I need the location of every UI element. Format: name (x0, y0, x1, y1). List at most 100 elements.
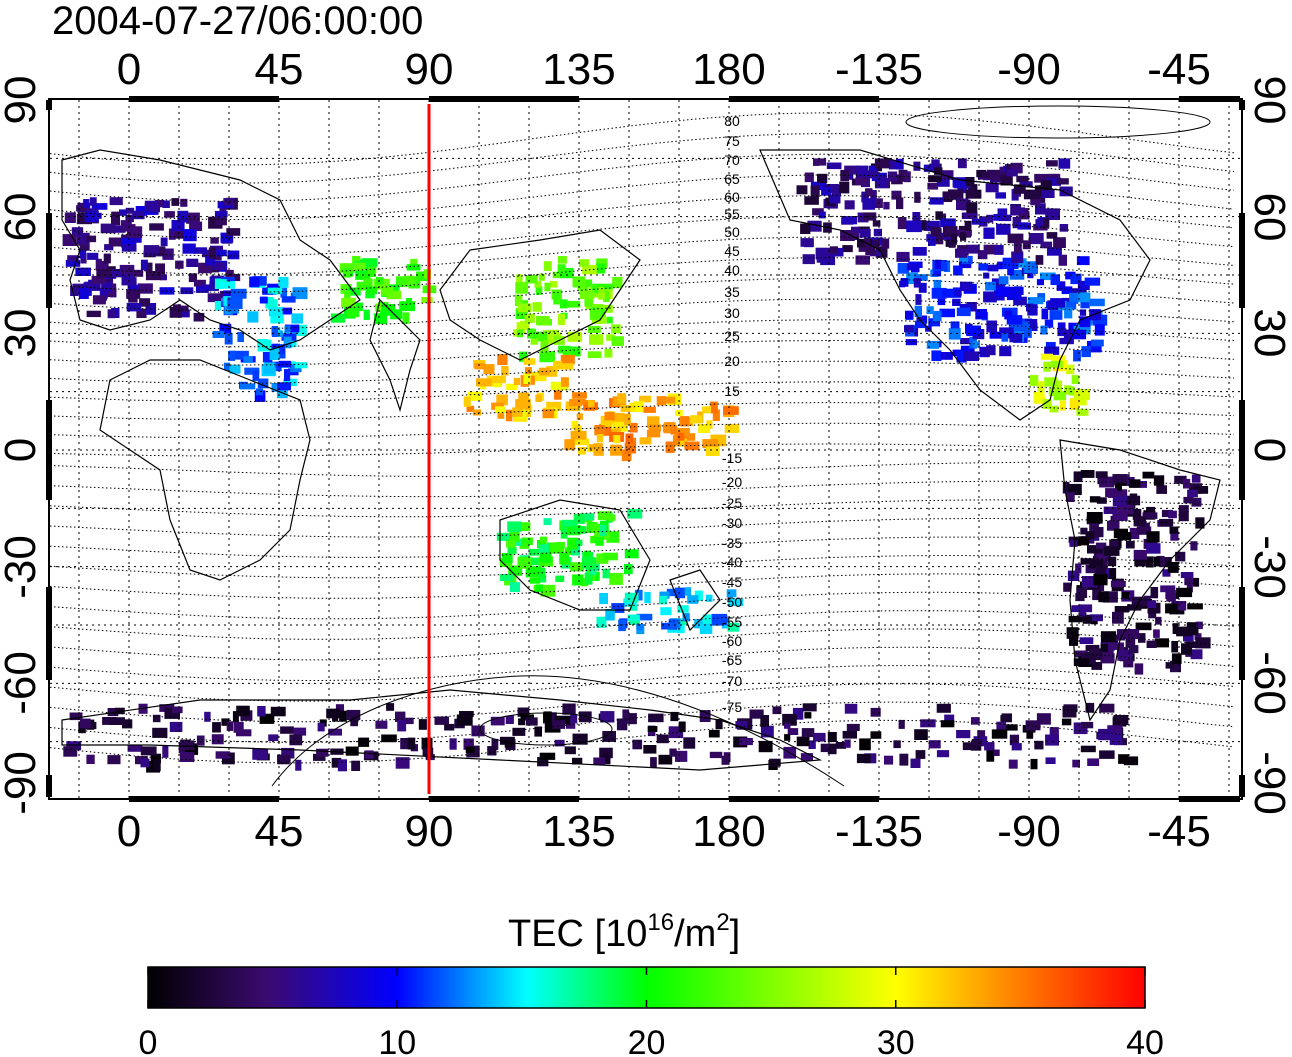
tec-cell (933, 266, 942, 277)
tec-cell (680, 416, 690, 427)
tec-cell (1100, 643, 1109, 652)
tec-cell (1087, 758, 1100, 766)
tec-cell (914, 729, 928, 740)
tec-cell (1066, 492, 1075, 502)
contour-label: 25 (724, 328, 740, 344)
tec-cell (991, 278, 1005, 289)
tec-cell (119, 209, 127, 216)
left-latitude-ticks: 90 60 30 0 -30 -60 -90 (0, 76, 45, 815)
longitude-tick-label: 90 (405, 807, 454, 856)
tec-cell (702, 614, 715, 626)
tec-cell (543, 711, 552, 722)
longitude-tick-label: -135 (835, 45, 923, 94)
tec-cell (584, 573, 593, 585)
tec-cell (951, 233, 958, 245)
tec-cell (337, 759, 347, 772)
tec-cell (606, 316, 613, 324)
contour-label: 35 (724, 284, 740, 300)
tec-cell (1135, 622, 1152, 631)
tec-cell (539, 536, 548, 543)
longitude-tick-label: 135 (542, 807, 615, 856)
tec-cell (792, 707, 804, 720)
tec-cell (536, 315, 550, 325)
tec-cell (196, 735, 205, 746)
tec-cell (1076, 323, 1091, 335)
tec-cell (998, 276, 1009, 285)
tec-cell (564, 547, 577, 555)
tec-cell (1092, 588, 1102, 601)
tec-cell (855, 255, 870, 265)
tec-cell (577, 446, 587, 455)
tec-cell (363, 278, 373, 291)
tec-cell (932, 310, 942, 322)
tec-cell (665, 441, 675, 453)
tec-cell (518, 351, 528, 362)
tec-cell (1041, 308, 1049, 320)
tec-cell (817, 173, 828, 183)
tec-cell (1140, 481, 1147, 488)
tec-cell (973, 341, 980, 348)
tec-cell (1007, 233, 1024, 244)
tec-cell (366, 286, 378, 295)
tec-cell (1012, 217, 1022, 229)
contour-label: -55 (722, 614, 742, 630)
tec-cell (634, 589, 643, 601)
magnetic-contour (49, 298, 1235, 330)
tec-cell (942, 191, 953, 202)
tec-cell (1093, 573, 1108, 586)
tec-cell (1018, 211, 1030, 220)
tec-cell (1026, 303, 1034, 312)
tec-cell (1080, 745, 1096, 753)
tec-cell (416, 271, 428, 282)
tec-cell (1134, 559, 1146, 567)
tec-cell (449, 738, 457, 750)
tec-cell (515, 399, 531, 410)
tec-cell (509, 531, 520, 542)
tec-cell (893, 740, 901, 749)
tec-cell (552, 271, 561, 279)
magnetic-contour (49, 402, 1235, 421)
tec-cell (1174, 475, 1187, 484)
tec-cell (628, 618, 641, 625)
tec-cell (164, 211, 175, 218)
latitude-tick-label: 0 (0, 438, 45, 462)
tec-cell (524, 557, 541, 566)
tec-cell (1166, 590, 1176, 602)
tec-cell (872, 239, 879, 249)
tec-cell (898, 169, 908, 182)
tec-cell (1123, 629, 1140, 640)
tec-cell (149, 223, 164, 231)
tec-cell (1146, 531, 1160, 543)
tec-cell (810, 185, 820, 197)
tec-cell (862, 198, 876, 210)
tec-cell (271, 326, 278, 337)
tec-cell (929, 197, 944, 205)
tec-cell (1028, 233, 1044, 245)
tec-cell (471, 725, 485, 737)
tec-cell (1091, 339, 1104, 347)
tec-cell (95, 258, 102, 271)
tec-cell (983, 227, 995, 239)
tec-cell (1170, 531, 1179, 541)
tec-cell (120, 220, 132, 232)
tec-cell (996, 223, 1011, 235)
tec-cell (164, 707, 180, 719)
tec-cell (986, 214, 994, 223)
tec-cell (991, 729, 1008, 739)
tec-cell (787, 728, 799, 735)
tec-cell (243, 356, 253, 363)
tec-cell (233, 721, 244, 733)
tec-cell (278, 360, 292, 368)
tec-cell (571, 526, 584, 534)
tec-cell (1068, 386, 1075, 396)
tec-cell (933, 279, 942, 290)
tec-cell (1096, 497, 1107, 504)
tec-cell (612, 276, 623, 289)
contour-label: 75 (724, 133, 740, 149)
tec-cell (169, 721, 183, 732)
tec-cell (1191, 497, 1202, 507)
tec-cell (257, 706, 266, 717)
tec-cell (760, 725, 774, 738)
magnetic-contour (49, 215, 1235, 257)
tec-cell (1079, 637, 1094, 644)
